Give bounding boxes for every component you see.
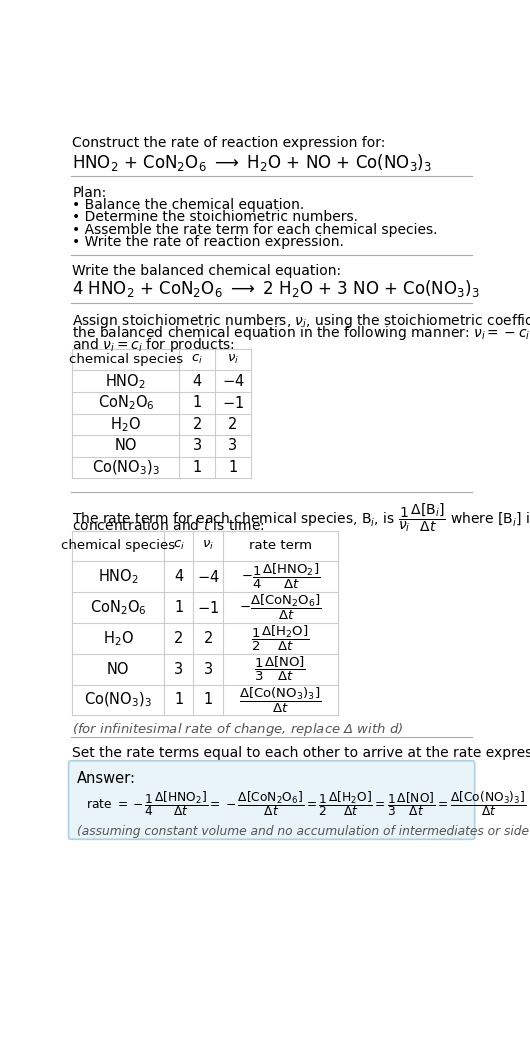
- Text: NO: NO: [107, 662, 129, 677]
- Text: 2: 2: [192, 416, 202, 432]
- Text: 3: 3: [228, 438, 237, 453]
- Text: 1: 1: [174, 692, 183, 707]
- Text: Assign stoichiometric numbers, $\nu_i$, using the stoichiometric coefficients, $: Assign stoichiometric numbers, $\nu_i$, …: [73, 312, 530, 329]
- Text: 4: 4: [192, 373, 202, 389]
- Text: $-\dfrac{\Delta[\mathrm{CoN_2O_6}]}{\Delta t}$: $-\dfrac{\Delta[\mathrm{CoN_2O_6}]}{\Del…: [238, 593, 322, 622]
- Text: rate $= -\dfrac{1}{4}\dfrac{\Delta[\mathrm{HNO_2}]}{\Delta t} = -\dfrac{\Delta[\: rate $= -\dfrac{1}{4}\dfrac{\Delta[\math…: [86, 790, 526, 818]
- Text: Construct the rate of reaction expression for:: Construct the rate of reaction expressio…: [73, 136, 386, 151]
- Text: • Assemble the rate term for each chemical species.: • Assemble the rate term for each chemic…: [73, 223, 438, 236]
- Text: H$_2$O: H$_2$O: [103, 629, 134, 647]
- Text: $c_i$: $c_i$: [173, 540, 184, 552]
- Text: the balanced chemical equation in the following manner: $\nu_i = -c_i$ for react: the balanced chemical equation in the fo…: [73, 324, 530, 342]
- Text: • Write the rate of reaction expression.: • Write the rate of reaction expression.: [73, 235, 344, 249]
- Text: $\nu_i$: $\nu_i$: [202, 540, 214, 552]
- Text: 1: 1: [192, 460, 202, 475]
- Text: $-4$: $-4$: [222, 373, 244, 389]
- Text: 3: 3: [204, 662, 213, 677]
- Text: 4 HNO$_2$ + CoN$_2$O$_6$ $\longrightarrow$ 2 H$_2$O + 3 NO + Co(NO$_3$)$_3$: 4 HNO$_2$ + CoN$_2$O$_6$ $\longrightarro…: [73, 278, 480, 299]
- Text: Co(NO$_3$)$_3$: Co(NO$_3$)$_3$: [84, 690, 152, 709]
- Text: $-\dfrac{1}{4}\dfrac{\Delta[\mathrm{HNO_2}]}{\Delta t}$: $-\dfrac{1}{4}\dfrac{\Delta[\mathrm{HNO_…: [241, 562, 320, 591]
- Text: Write the balanced chemical equation:: Write the balanced chemical equation:: [73, 265, 341, 278]
- FancyBboxPatch shape: [68, 760, 475, 839]
- Text: Co(NO$_3$)$_3$: Co(NO$_3$)$_3$: [92, 458, 160, 477]
- Text: $\dfrac{1}{3}\dfrac{\Delta[\mathrm{NO}]}{\Delta t}$: $\dfrac{1}{3}\dfrac{\Delta[\mathrm{NO}]}…: [254, 655, 306, 683]
- Text: and $\nu_i = c_i$ for products:: and $\nu_i = c_i$ for products:: [73, 337, 235, 355]
- Text: CoN$_2$O$_6$: CoN$_2$O$_6$: [90, 598, 147, 617]
- Text: $-4$: $-4$: [197, 569, 219, 585]
- Text: • Balance the chemical equation.: • Balance the chemical equation.: [73, 198, 305, 212]
- Text: 1: 1: [228, 460, 237, 475]
- Text: 2: 2: [174, 631, 183, 645]
- Text: chemical species: chemical species: [69, 354, 183, 366]
- Text: Set the rate terms equal to each other to arrive at the rate expression:: Set the rate terms equal to each other t…: [73, 746, 530, 760]
- Text: 3: 3: [174, 662, 183, 677]
- Text: 1: 1: [204, 692, 213, 707]
- Text: $\nu_i$: $\nu_i$: [227, 354, 239, 366]
- Text: The rate term for each chemical species, B$_i$, is $\dfrac{1}{\nu_i}\dfrac{\Delt: The rate term for each chemical species,…: [73, 501, 530, 535]
- Text: 4: 4: [174, 569, 183, 585]
- Text: 3: 3: [193, 438, 202, 453]
- Text: HNO$_2$: HNO$_2$: [98, 567, 139, 586]
- Text: 2: 2: [228, 416, 237, 432]
- Text: rate term: rate term: [249, 540, 312, 552]
- Text: $-1$: $-1$: [222, 394, 244, 411]
- Text: $\dfrac{\Delta[\mathrm{Co(NO_3)_3}]}{\Delta t}$: $\dfrac{\Delta[\mathrm{Co(NO_3)_3}]}{\De…: [239, 685, 321, 714]
- Text: 2: 2: [204, 631, 213, 645]
- Text: $\dfrac{1}{2}\dfrac{\Delta[\mathrm{H_2O}]}{\Delta t}$: $\dfrac{1}{2}\dfrac{\Delta[\mathrm{H_2O}…: [251, 623, 310, 653]
- Text: • Determine the stoichiometric numbers.: • Determine the stoichiometric numbers.: [73, 210, 358, 224]
- Text: Answer:: Answer:: [77, 771, 136, 786]
- Text: NO: NO: [114, 438, 137, 453]
- Text: Plan:: Plan:: [73, 185, 107, 200]
- Text: CoN$_2$O$_6$: CoN$_2$O$_6$: [98, 393, 154, 412]
- Text: concentration and $t$ is time:: concentration and $t$ is time:: [73, 518, 265, 533]
- Text: $c_i$: $c_i$: [191, 354, 203, 366]
- Text: HNO$_2$: HNO$_2$: [105, 371, 146, 390]
- Text: 1: 1: [174, 600, 183, 615]
- Text: 1: 1: [192, 395, 202, 410]
- Text: H$_2$O: H$_2$O: [110, 415, 142, 434]
- Text: HNO$_2$ + CoN$_2$O$_6$ $\longrightarrow$ H$_2$O + NO + Co(NO$_3$)$_3$: HNO$_2$ + CoN$_2$O$_6$ $\longrightarrow$…: [73, 152, 432, 173]
- Text: (for infinitesimal rate of change, replace Δ with $d$): (for infinitesimal rate of change, repla…: [73, 722, 404, 738]
- Text: $-1$: $-1$: [197, 599, 219, 615]
- Text: chemical species: chemical species: [61, 540, 175, 552]
- Text: (assuming constant volume and no accumulation of intermediates or side products): (assuming constant volume and no accumul…: [77, 824, 530, 838]
